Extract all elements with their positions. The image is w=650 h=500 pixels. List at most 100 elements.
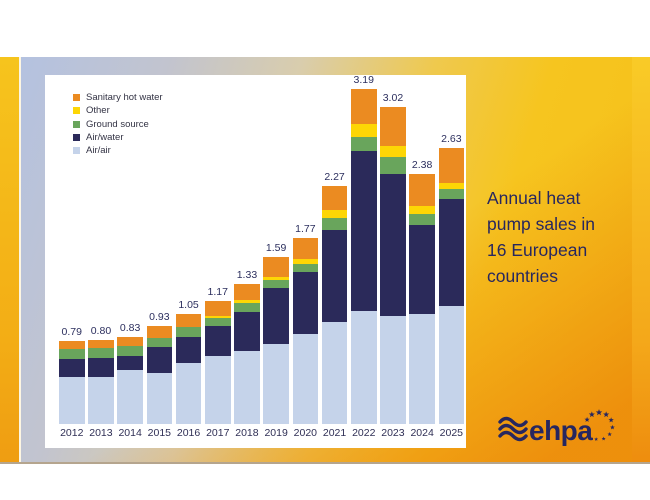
- star-icon: [610, 424, 615, 430]
- segment-ground-source: [351, 137, 377, 152]
- segment-ground-source: [59, 349, 85, 359]
- segment-air-air: [409, 313, 435, 424]
- x-axis-label: 2012: [60, 427, 84, 439]
- plot-area: 0.79 2012 0.80 2013 0.83 2014 0.93 2015 1.05 2016…: [59, 74, 465, 439]
- segment-ground-source: [263, 280, 289, 288]
- ehpa-logo-text: ehpa: [529, 415, 593, 446]
- bar-2017: [205, 301, 231, 424]
- segment-air-water: [351, 151, 377, 311]
- segment-air-air: [146, 372, 173, 424]
- legend-label: Air/water: [86, 132, 124, 144]
- segment-air-air: [438, 306, 465, 424]
- segment-ground-source: [117, 346, 143, 356]
- segment-air-air: [321, 322, 348, 424]
- bar-value-label: 1.17: [207, 286, 228, 299]
- star-icon: [601, 436, 606, 441]
- bar-2018: [234, 284, 260, 424]
- segment-sanitary-hot-water: [321, 185, 348, 210]
- bar-value-label: 1.33: [236, 269, 258, 282]
- bar-2024: [409, 174, 435, 424]
- star-icon: [603, 411, 610, 418]
- segment-ground-source: [292, 264, 319, 272]
- legend-item: Air/water: [73, 131, 163, 144]
- bar-2022: [351, 89, 377, 424]
- bar-value-label: 0.79: [61, 326, 82, 339]
- segment-air-water: [59, 358, 85, 377]
- x-axis-label: 2020: [293, 427, 318, 439]
- segment-air-water: [205, 326, 231, 356]
- x-axis-label: 2022: [352, 427, 376, 439]
- segment-air-water: [292, 271, 319, 334]
- segment-other: [380, 145, 406, 158]
- star-icon: [608, 417, 614, 423]
- ehpa-logo-svg: ehpa: [498, 409, 615, 446]
- segment-ground-source: [88, 348, 114, 358]
- legend-swatch-icon: [73, 120, 80, 128]
- segment-air-air: [205, 355, 231, 424]
- segment-ground-source: [146, 337, 173, 348]
- segment-air-water: [234, 311, 260, 351]
- bar-value-label: 2.63: [441, 132, 462, 145]
- bar-value-label: 3.02: [382, 91, 404, 104]
- segment-ground-source: [175, 327, 202, 337]
- segment-other: [205, 315, 231, 318]
- segment-air-water: [321, 229, 348, 323]
- segment-other: [438, 182, 465, 189]
- star-icon: [595, 409, 603, 416]
- x-axis-label: 2015: [147, 427, 172, 439]
- segment-ground-source: [438, 188, 465, 200]
- segment-other: [321, 209, 348, 219]
- x-axis-label: 2013: [89, 427, 113, 439]
- left-accent-strip: [0, 57, 21, 462]
- legend-item: Air/air: [73, 144, 163, 157]
- segment-sanitary-hot-water: [438, 147, 465, 183]
- segment-sanitary-hot-water: [409, 174, 435, 206]
- x-axis-label: 2014: [118, 427, 142, 439]
- segment-ground-source: [409, 214, 435, 225]
- segment-air-air: [234, 350, 260, 424]
- x-axis-label: 2025: [439, 427, 464, 439]
- x-axis-label: 2016: [176, 427, 201, 439]
- segment-sanitary-hot-water: [351, 89, 377, 124]
- bar-2012: [59, 341, 85, 424]
- legend-item: Sanitary hot water: [73, 91, 163, 104]
- segment-sanitary-hot-water: [88, 340, 114, 349]
- segment-air-water: [117, 355, 143, 371]
- segment-air-air: [263, 344, 289, 424]
- star-icon: [584, 416, 590, 422]
- segment-sanitary-hot-water: [205, 301, 231, 316]
- bar-value-label: 1.59: [265, 242, 287, 255]
- bar-2020: [292, 238, 319, 424]
- x-axis-label: 2017: [206, 427, 230, 439]
- slide-title: Annual heat pump sales in 16 European count…: [487, 185, 637, 289]
- segment-other: [292, 259, 319, 265]
- segment-air-air: [59, 376, 85, 424]
- slide-title-line: countries: [487, 266, 559, 286]
- bar-value-label: 1.05: [178, 298, 199, 311]
- legend-swatch-icon: [73, 94, 80, 102]
- segment-other: [234, 300, 260, 304]
- legend-label: Ground source: [86, 118, 149, 130]
- bar-2021: [321, 185, 348, 424]
- segment-air-water: [263, 287, 289, 345]
- slide: Sanitary hot water Other Ground source Air/…: [0, 57, 650, 464]
- legend-swatch-icon: [73, 134, 80, 142]
- bar-2016: [175, 313, 202, 424]
- slide-title-line: pump sales in: [487, 214, 595, 234]
- star-icon: [594, 437, 599, 441]
- segment-sanitary-hot-water: [263, 257, 289, 278]
- ehpa-logo: ehpa: [496, 407, 626, 457]
- star-icon: [607, 432, 612, 437]
- segment-air-air: [117, 370, 143, 424]
- right-accent-strip: [632, 57, 650, 462]
- legend-swatch-icon: [73, 107, 80, 115]
- legend-item: Ground source: [73, 118, 163, 131]
- slide-title-line: Annual heat: [487, 188, 581, 208]
- bar-2013: [88, 340, 114, 424]
- bar-value-label: 0.93: [149, 311, 170, 324]
- segment-sanitary-hot-water: [292, 238, 319, 260]
- segment-sanitary-hot-water: [175, 313, 202, 328]
- bar-value-label: 2.27: [324, 170, 345, 183]
- bar-2014: [117, 336, 143, 424]
- legend-swatch-icon: [73, 147, 80, 155]
